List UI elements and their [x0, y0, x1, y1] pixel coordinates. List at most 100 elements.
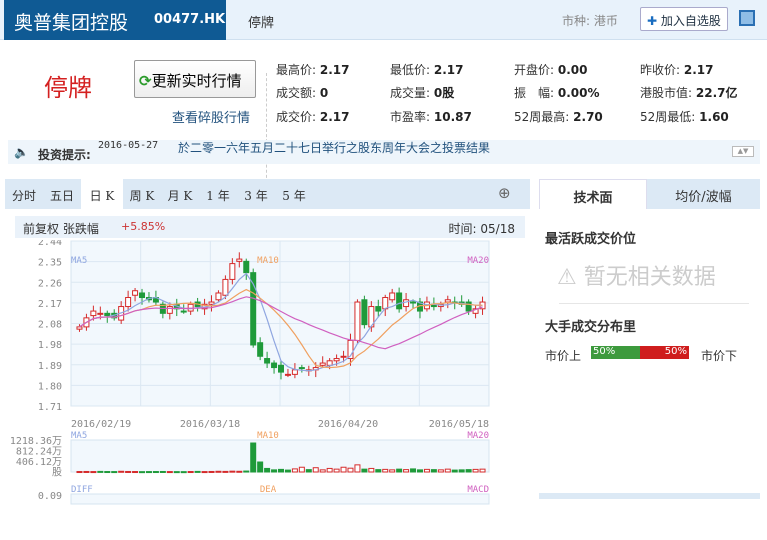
zoom-in-icon[interactable]: ⊕	[498, 184, 511, 202]
volume-bar	[180, 471, 187, 474]
y-tick-label: 2.44	[38, 240, 62, 248]
volume-bar	[132, 471, 139, 474]
investment-notice: 🔈 投资提示: 2016-05-27 於二零一六年五月二十七日举行之股东周年大会…	[8, 140, 760, 164]
below-pct: 50%	[640, 346, 689, 359]
notice-date: 2016-05-27	[98, 140, 159, 151]
volume-bar	[284, 469, 291, 473]
volume-bar	[423, 468, 430, 473]
quote-label: 开盘价:	[514, 63, 555, 77]
volume-bar	[333, 468, 340, 473]
candle	[298, 367, 305, 370]
candle	[236, 258, 243, 262]
volume-bar	[76, 471, 83, 474]
volume-bar	[451, 469, 458, 473]
volume-bar	[479, 468, 486, 473]
next-tabs	[539, 493, 760, 499]
volume-legend-label: MA20	[467, 431, 489, 441]
quote-value: 2.17	[319, 63, 350, 77]
volume-tick-label: 812.24万	[16, 447, 62, 458]
speaker-icon: 🔈	[14, 145, 29, 159]
notice-link[interactable]: 於二零一六年五月二十七日举行之股东周年大会之投票结果	[178, 141, 491, 155]
volume-bar	[458, 469, 465, 473]
adjust-mode[interactable]: 前复权 张跌幅	[23, 222, 99, 236]
kline-chart[interactable]: 2.44 2.35 2.26 2.17 2.08 1.98 1.89 1.80 1.71 MA5 M…	[0, 240, 530, 540]
volume-bar	[319, 469, 326, 473]
chart-tab[interactable]: 五日	[49, 189, 74, 203]
tab-avg-price[interactable]: 均价/波幅	[647, 179, 760, 209]
candle	[243, 260, 250, 274]
candle	[389, 292, 396, 301]
divider	[266, 73, 267, 188]
y-tick-label: 2.26	[38, 278, 62, 289]
add-watchlist-button[interactable]: ✚ 加入自选股	[640, 7, 728, 31]
x-tick-label: 2016/05/18	[429, 419, 489, 430]
volume-bar	[166, 471, 173, 474]
volume-bar	[187, 471, 194, 474]
chart-tabs: 分时 五日日 K 周 K 月 K 1 年 3 年 5 年	[5, 179, 530, 209]
volume-bar	[83, 470, 90, 473]
candle	[361, 299, 368, 326]
quote-label: 52周最高:	[514, 110, 570, 124]
quote-value: 0.00	[557, 63, 588, 77]
volume-bar	[194, 470, 201, 473]
legend-label: MA20	[467, 256, 489, 266]
big-trade-title: 大手成交分布里	[545, 320, 637, 335]
odd-lot-link[interactable]: 查看碎股行情	[172, 111, 251, 126]
tab-technical[interactable]: 技术面	[539, 179, 647, 209]
volume-bar	[243, 470, 250, 473]
quote-label: 52周最低:	[640, 110, 696, 124]
volume-bar	[125, 470, 132, 473]
volume-bar	[403, 469, 410, 473]
y-tick-label: 1.98	[38, 340, 62, 351]
candle	[396, 292, 403, 310]
stock-code: 00477.HK	[154, 12, 226, 27]
volume-bar	[229, 470, 236, 473]
macd-tick-label: 0.09	[38, 491, 62, 502]
chart-info-bar: 前复权 张跌幅 +5.85% 时间: 05/18	[15, 216, 525, 238]
candle	[97, 312, 104, 315]
candle	[403, 299, 410, 308]
quote-label: 成交价:	[276, 110, 317, 124]
popout-window-icon[interactable]	[739, 10, 755, 26]
active-price-title: 最活跃成交价位	[545, 232, 637, 247]
candle	[284, 373, 291, 376]
quote-value: 2.17	[319, 110, 350, 124]
volume-bar	[389, 469, 396, 473]
distribution-bar: 50% 50%	[591, 346, 689, 359]
quote-label: 最高价:	[276, 63, 317, 77]
quote-value: 0.00%	[557, 86, 600, 100]
candle	[354, 301, 361, 341]
quote-label: 市盈率:	[390, 110, 431, 124]
chart-tab[interactable]: 月 K	[167, 189, 193, 203]
y-tick-label: 1.71	[38, 402, 62, 413]
warning-icon: ⚠	[557, 265, 577, 290]
chart-tab[interactable]: 1 年	[206, 189, 230, 203]
quote-label: 最低价:	[390, 63, 431, 77]
volume-bar	[145, 471, 152, 474]
volume-bar	[361, 468, 368, 473]
quote-field: 52周最低: 1.60	[640, 108, 729, 125]
chart-tab[interactable]: 周 K	[129, 189, 155, 203]
quote-value: 2.17	[683, 63, 714, 77]
refresh-quote-button[interactable]: ⟳更新实时行情	[134, 60, 256, 98]
candle	[132, 290, 139, 296]
ma5-line	[79, 272, 483, 372]
quote-value: 1.60	[699, 110, 729, 124]
quote-field: 成交价: 2.17	[276, 108, 349, 125]
chart-tab[interactable]: 3 年	[244, 189, 268, 203]
chart-time: 时间: 05/18	[448, 222, 515, 236]
volume-bar	[139, 471, 146, 474]
candle	[76, 326, 83, 330]
candle	[291, 369, 298, 375]
candle	[382, 297, 389, 310]
candle	[278, 364, 284, 373]
volume-bar	[382, 468, 389, 473]
chart-tab[interactable]: 5 年	[282, 189, 306, 203]
candle	[333, 358, 340, 362]
chart-tab[interactable]: 日 K	[81, 179, 123, 209]
macd-label: DIFF	[71, 485, 93, 495]
chart-tab[interactable]: 分时	[11, 189, 36, 203]
notice-scroll-buttons[interactable]: ▲▼	[732, 146, 754, 157]
volume-bar	[326, 467, 333, 473]
volume-bar	[444, 468, 451, 473]
